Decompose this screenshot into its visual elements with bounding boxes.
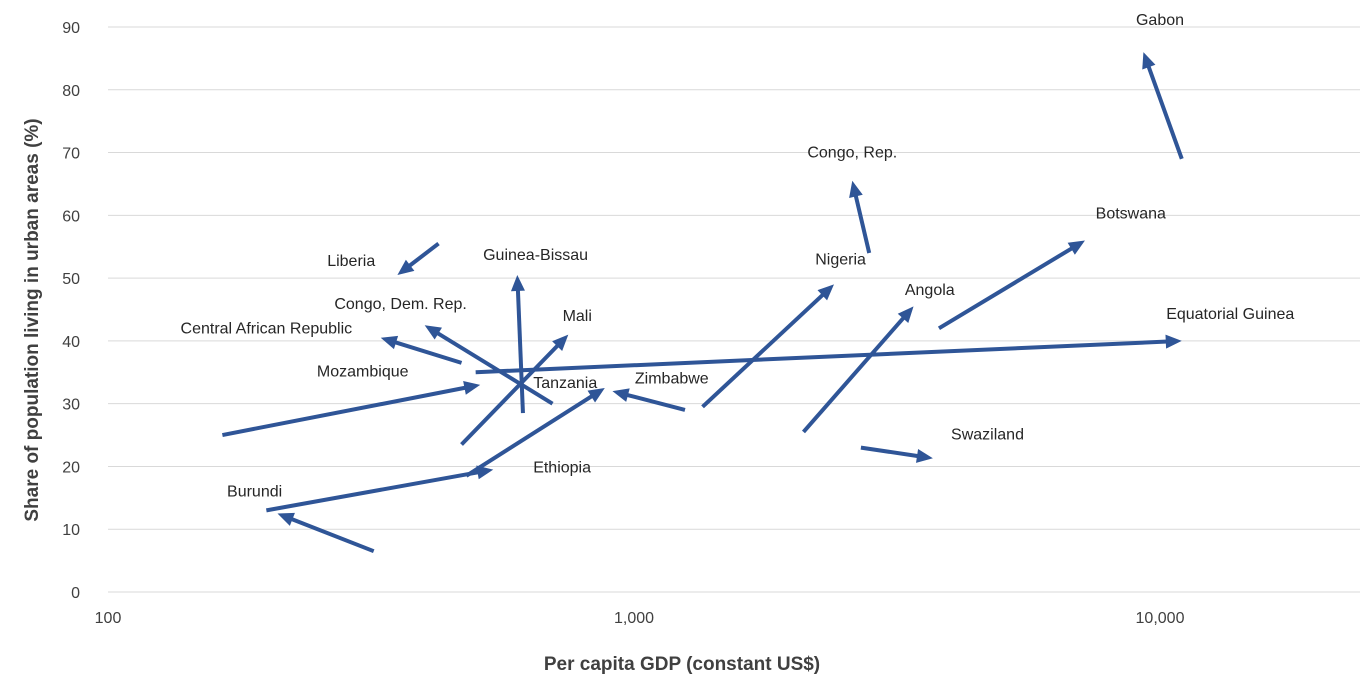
y-tick-label: 10 <box>62 522 80 539</box>
country-label: Mozambique <box>317 364 409 381</box>
country-label: Nigeria <box>815 251 866 268</box>
y-tick-label: 90 <box>62 20 80 37</box>
label-layer: Gabon Congo, Rep. Botswana Equatorial Guine… <box>181 12 1295 500</box>
arrow-shaft <box>407 241 440 269</box>
country-label: Swaziland <box>951 426 1024 443</box>
arrow-shaft <box>475 339 1168 375</box>
arrow-head <box>397 259 415 275</box>
arrow-shaft <box>460 343 560 446</box>
arrow-series <box>510 274 525 414</box>
y-tick-label: 40 <box>62 334 80 351</box>
arrow-series <box>380 335 463 365</box>
arrow-series <box>222 381 481 438</box>
y-tick-label: 0 <box>71 585 80 602</box>
arrow-series <box>1142 52 1184 160</box>
arrow-shaft <box>515 288 525 414</box>
arrow-series <box>849 180 872 254</box>
arrow-head <box>1165 334 1182 349</box>
arrow-head <box>587 387 605 403</box>
country-label: Tanzania <box>533 375 597 392</box>
y-tick-label: 30 <box>62 397 80 414</box>
arrow-series <box>612 388 686 412</box>
arrow-series <box>937 240 1085 331</box>
arrow-shaft <box>435 330 554 406</box>
country-label: Ethiopia <box>533 460 591 477</box>
arrow-head <box>510 274 525 292</box>
arrow-head <box>277 512 295 526</box>
arrow-series <box>801 306 914 434</box>
x-tick-label: 100 <box>95 610 122 627</box>
arrow-head <box>1067 240 1085 255</box>
country-label: Central African Republic <box>181 320 353 337</box>
y-tick-label: 70 <box>62 146 80 163</box>
x-axis-title: Per capita GDP (constant US$) <box>544 654 820 675</box>
arrow-head <box>1142 52 1156 70</box>
arrow-series <box>424 325 554 406</box>
arrow-layer <box>222 52 1184 554</box>
y-tick-label: 60 <box>62 208 80 225</box>
arrow-shaft <box>265 470 480 513</box>
arrow-head <box>897 306 914 324</box>
country-label: Burundi <box>227 484 282 501</box>
arrow-shaft <box>222 385 467 438</box>
arrow-head <box>380 335 399 350</box>
arrow-shaft <box>801 315 906 434</box>
arrow-head <box>424 325 442 340</box>
y-tick-label: 80 <box>62 83 80 100</box>
arrow-series <box>701 284 834 409</box>
country-label: Botswana <box>1096 205 1166 222</box>
arrow-head <box>612 388 630 402</box>
country-label: Angola <box>905 282 955 299</box>
arrow-series <box>277 512 375 554</box>
arrow-shaft <box>937 245 1074 331</box>
arrow-series <box>265 465 494 513</box>
arrow-series <box>860 445 933 463</box>
x-tick-label: 10,000 <box>1136 610 1185 627</box>
y-axis-title: Share of population living in urban area… <box>22 118 43 521</box>
arrow-series <box>397 241 440 275</box>
country-label: Gabon <box>1136 12 1184 29</box>
y-tick-label: 50 <box>62 271 80 288</box>
arrow-shaft <box>393 339 463 365</box>
arrow-shaft <box>701 292 826 409</box>
arrow-head <box>817 284 834 301</box>
country-label: Congo, Dem. Rep. <box>334 296 467 313</box>
arrow-shaft <box>860 445 920 459</box>
arrow-head <box>916 449 933 463</box>
tick-layer: 0 10 20 30 40 50 60 70 80 90 100 1,000 10,000 <box>62 20 1184 627</box>
arrow-head <box>552 334 569 351</box>
arrow-series <box>465 387 605 478</box>
country-label: Liberia <box>327 253 375 270</box>
arrow-series <box>460 334 569 446</box>
country-label: Congo, Rep. <box>807 145 897 162</box>
arrow-shaft <box>289 516 375 554</box>
country-label: Zimbabwe <box>635 371 709 388</box>
country-label: Guinea-Bissau <box>483 247 588 264</box>
arrow-series <box>475 334 1182 375</box>
country-label: Mali <box>563 308 592 325</box>
y-tick-label: 20 <box>62 459 80 476</box>
arrow-shaft <box>465 393 595 478</box>
arrow-head <box>476 465 494 480</box>
x-tick-label: 1,000 <box>614 610 654 627</box>
arrow-shaft <box>625 392 686 412</box>
arrow-head <box>849 180 863 198</box>
arrow-head <box>463 381 481 395</box>
country-label: Equatorial Guinea <box>1166 306 1294 323</box>
arrow-shaft <box>1146 64 1184 160</box>
arrow-shaft <box>853 193 872 254</box>
